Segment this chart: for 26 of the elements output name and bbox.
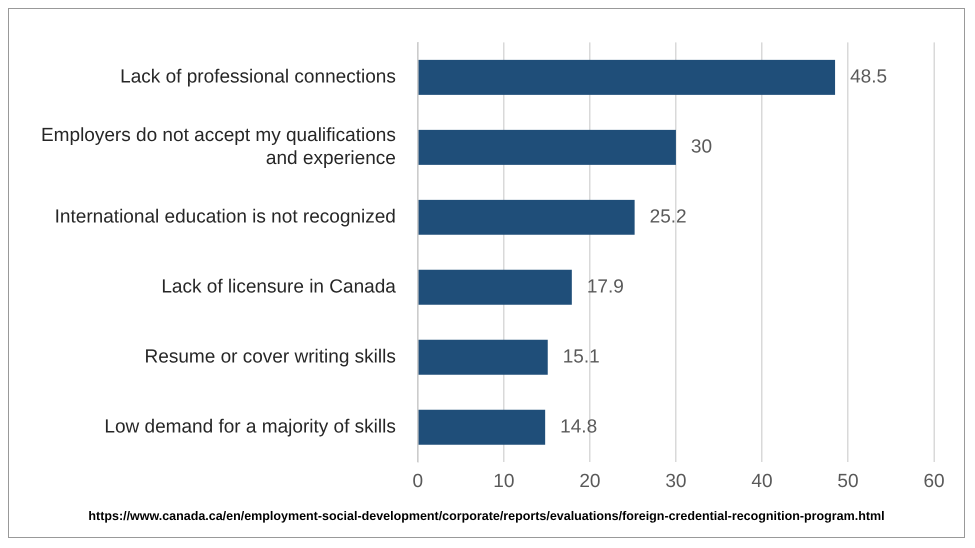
bar (418, 410, 546, 445)
x-tick-label: 20 (579, 470, 600, 492)
data-label: 15.1 (562, 346, 600, 368)
data-label: 48.5 (850, 66, 888, 88)
data-label: 25.2 (650, 206, 687, 228)
data-label: 14.8 (560, 416, 598, 438)
x-tick-label: 0 (412, 470, 424, 492)
x-tick-label: 50 (837, 470, 859, 492)
y-tick-label: Resume or cover writing skills (144, 346, 396, 368)
y-tick-label: Lack of professional connections (120, 66, 396, 88)
data-label: 17.9 (586, 276, 624, 298)
y-tick-label: Low demand for a majority of skills (104, 416, 396, 438)
bar (418, 270, 572, 305)
bar (418, 340, 548, 375)
y-tick-label: Lack of licensure in Canada (161, 276, 396, 298)
x-tick-label: 60 (923, 470, 945, 492)
bar (418, 200, 635, 235)
x-tick-label: 10 (493, 470, 514, 492)
y-tick-label: International education is not recognized (54, 206, 396, 228)
x-tick-label: 30 (665, 470, 686, 492)
x-tick-label: 40 (751, 470, 773, 492)
bar (418, 130, 676, 165)
bar (418, 60, 836, 95)
y-tick-label: Employers do not accept my qualifications and experience (40, 125, 396, 169)
data-label: 30 (690, 136, 712, 158)
text: https://www.canada.ca/en/employment-social-development/corporate/reports/evaluations/foreign-credential-recognition-program.html (87, 509, 886, 523)
